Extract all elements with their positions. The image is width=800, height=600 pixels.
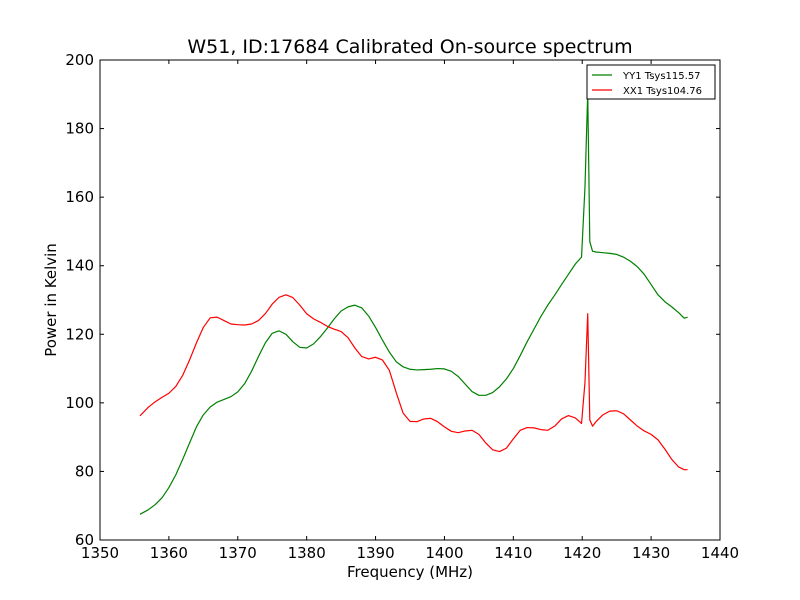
y-tick-label: 100	[65, 394, 94, 412]
x-tick-label: 1420	[563, 544, 601, 562]
x-tick-label: 1370	[219, 544, 257, 562]
x-tick-label: 1350	[81, 544, 119, 562]
chart-title: W51, ID:17684 Calibrated On-source spect…	[187, 36, 632, 58]
series-layer	[139, 91, 688, 515]
legend-box	[586, 64, 716, 100]
y-tick-label: 120	[65, 325, 94, 343]
legend: YY1 Tsys115.57 XX1 Tsys104.76	[586, 64, 716, 100]
x-tick-label: 1410	[494, 544, 532, 562]
x-tick-label: 1430	[632, 544, 670, 562]
y-axis-label: Power in Kelvin	[42, 243, 60, 357]
series-line-xx1	[139, 294, 688, 471]
x-tick-label: 1440	[701, 544, 739, 562]
series-line-yy1	[139, 91, 688, 515]
x-axis-label: Frequency (MHz)	[347, 563, 473, 581]
plot-frame	[99, 59, 721, 541]
y-tick-label: 80	[75, 462, 94, 480]
y-tick-label: 60	[75, 531, 94, 549]
y-tick-label: 160	[65, 188, 94, 206]
y-tick-label: 200	[65, 51, 94, 69]
x-tick-label: 1400	[425, 544, 463, 562]
ticks-layer: 1350 1360 1370 1380 1390 1400 1410 1420 1430 1440…	[65, 51, 739, 562]
plot-area	[100, 60, 720, 540]
y-tick-label: 180	[65, 120, 94, 138]
legend-label-xx1: XX1 Tsys104.76	[623, 86, 702, 97]
x-tick-label: 1390	[356, 544, 394, 562]
legend-label-yy1: YY1 Tsys115.57	[622, 71, 701, 82]
x-tick-label: 1380	[288, 544, 326, 562]
x-tick-label: 1360	[150, 544, 188, 562]
y-tick-label: 140	[65, 257, 94, 275]
